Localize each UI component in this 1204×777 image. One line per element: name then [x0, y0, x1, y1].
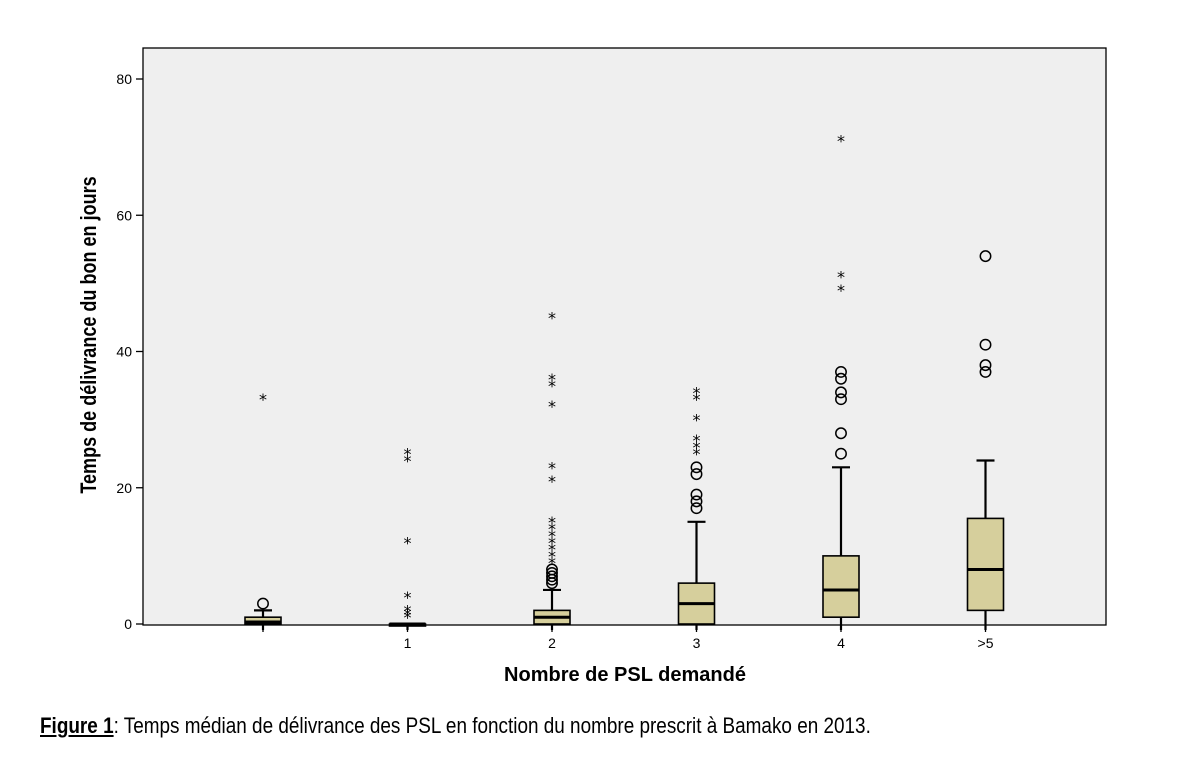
- extreme-point: *: [548, 308, 556, 327]
- plot-area: [142, 47, 1107, 626]
- outlier-point: [835, 427, 847, 440]
- outlier-point: [979, 359, 992, 372]
- extreme-point: *: [404, 601, 412, 620]
- extreme-point: *: [548, 472, 556, 491]
- outlier-point: [979, 250, 992, 263]
- x-tick-label: 1: [404, 635, 412, 651]
- outlier-point: [690, 502, 703, 515]
- outlier-point: [835, 386, 847, 399]
- outlier-point: [835, 393, 847, 406]
- extreme-point: *: [693, 438, 701, 457]
- extreme-point: *: [693, 411, 701, 430]
- extreme-point: *: [548, 526, 556, 545]
- extreme-point: *: [548, 533, 556, 552]
- x-axis: 1 2 3 4 >5: [262, 625, 994, 651]
- extreme-point: *: [404, 445, 412, 464]
- outlier-point: [257, 597, 269, 610]
- x-tick-label: 3: [693, 635, 701, 651]
- outlier-point: [979, 338, 992, 351]
- outlier-point: [546, 563, 558, 576]
- box-group: *: [244, 390, 282, 630]
- box-group: *******: [388, 445, 427, 630]
- y-axis: 0 20 40 60 80: [116, 71, 143, 632]
- x-tick-label: 2: [548, 635, 556, 651]
- extreme-point: *: [404, 533, 412, 552]
- box-group: ***: [822, 131, 860, 630]
- outlier-point: [546, 570, 558, 583]
- box-group: ******: [677, 383, 716, 630]
- outlier-point: [690, 488, 703, 501]
- y-tick-label: 60: [116, 207, 132, 223]
- extreme-point: *: [837, 281, 845, 300]
- x-tick-label: 4: [837, 635, 845, 651]
- outlier-point: [690, 461, 703, 474]
- extreme-point: *: [404, 605, 412, 624]
- extreme-point: *: [693, 445, 701, 464]
- extreme-point: *: [548, 513, 556, 532]
- extreme-point: *: [548, 547, 556, 566]
- outlier-point: [546, 566, 558, 579]
- box-iqr: [966, 517, 1005, 612]
- x-tick-label: >5: [978, 635, 994, 651]
- x-axis-label: Nombre de PSL demandé: [504, 664, 746, 686]
- extreme-point: *: [693, 383, 701, 402]
- extreme-point: *: [548, 540, 556, 559]
- box-group: [966, 250, 1005, 630]
- extreme-point: *: [548, 458, 556, 477]
- extreme-point: *: [404, 588, 412, 607]
- outlier-point: [979, 365, 992, 378]
- extreme-point: *: [548, 397, 556, 416]
- extreme-point: *: [837, 131, 845, 150]
- caption-text: : Temps médian de délivrance des PSL en …: [113, 713, 871, 738]
- caption-label: Figure 1: [40, 713, 114, 738]
- outlier-point: [690, 468, 703, 481]
- y-tick-label: 40: [116, 344, 132, 360]
- y-tick-label: 80: [116, 71, 132, 87]
- extreme-point: *: [548, 554, 556, 573]
- outlier-point: [835, 365, 847, 378]
- y-tick-label: 0: [124, 616, 132, 632]
- extreme-point: *: [548, 520, 556, 539]
- boxes-group: ******************************: [244, 131, 1005, 630]
- extreme-point: *: [693, 431, 701, 450]
- extreme-point: *: [548, 370, 556, 389]
- extreme-point: *: [404, 452, 412, 471]
- y-tick-label: 20: [116, 480, 132, 496]
- box-iqr: [822, 555, 860, 618]
- box-group: *************: [533, 308, 571, 630]
- extreme-point: *: [548, 377, 556, 396]
- extreme-point: *: [693, 390, 701, 409]
- y-axis-label: Temps de délivrance du bon en jours: [77, 176, 101, 493]
- outlier-point: [690, 495, 703, 508]
- outlier-point: [835, 447, 847, 460]
- extreme-point: *: [404, 608, 412, 627]
- outlier-point: [835, 372, 847, 385]
- figure-caption: Figure 1: Temps médian de délivrance des…: [40, 713, 871, 739]
- extreme-point: *: [837, 268, 845, 287]
- extreme-point: *: [259, 390, 267, 409]
